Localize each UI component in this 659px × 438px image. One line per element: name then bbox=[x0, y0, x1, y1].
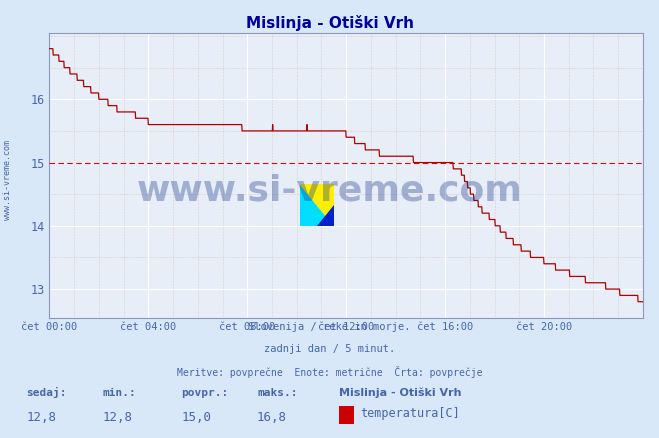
Text: povpr.:: povpr.: bbox=[181, 389, 229, 399]
Text: 12,8: 12,8 bbox=[26, 411, 57, 424]
Text: Mislinja - Otiški Vrh: Mislinja - Otiški Vrh bbox=[246, 15, 413, 32]
Text: maks.:: maks.: bbox=[257, 389, 297, 399]
Text: 15,0: 15,0 bbox=[181, 411, 212, 424]
Text: 12,8: 12,8 bbox=[102, 411, 132, 424]
Text: temperatura[C]: temperatura[C] bbox=[360, 407, 460, 420]
Text: Meritve: povprečne  Enote: metrične  Črta: povprečje: Meritve: povprečne Enote: metrične Črta:… bbox=[177, 366, 482, 378]
Text: Mislinja - Otiški Vrh: Mislinja - Otiški Vrh bbox=[339, 388, 462, 399]
Text: www.si-vreme.com: www.si-vreme.com bbox=[3, 140, 13, 219]
Text: Slovenija / reke in morje.: Slovenija / reke in morje. bbox=[248, 322, 411, 332]
Text: sedaj:: sedaj: bbox=[26, 387, 67, 399]
Polygon shape bbox=[300, 184, 334, 226]
Polygon shape bbox=[300, 184, 334, 226]
Text: min.:: min.: bbox=[102, 389, 136, 399]
Text: 16,8: 16,8 bbox=[257, 411, 287, 424]
Text: www.si-vreme.com: www.si-vreme.com bbox=[136, 173, 523, 208]
Polygon shape bbox=[317, 205, 334, 226]
Text: zadnji dan / 5 minut.: zadnji dan / 5 minut. bbox=[264, 344, 395, 354]
